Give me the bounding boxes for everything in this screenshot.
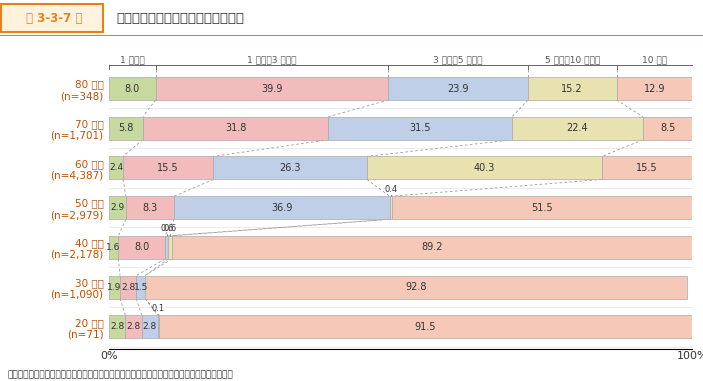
Text: 1 年以内: 1 年以内 [120, 55, 145, 64]
Bar [109, 117, 143, 140]
Bar [109, 236, 118, 259]
Bar [155, 77, 389, 100]
Text: 39.9: 39.9 [262, 83, 283, 93]
Text: 31.5: 31.5 [410, 123, 431, 133]
Bar [214, 157, 367, 179]
Bar [143, 117, 328, 140]
Bar [643, 117, 692, 140]
Text: 91.5: 91.5 [415, 322, 437, 332]
Text: 経営者の年齢別事業承継の予定時期: 経営者の年齢別事業承継の予定時期 [116, 11, 244, 25]
Bar [145, 275, 687, 299]
Bar [109, 157, 123, 179]
Bar [118, 236, 165, 259]
Bar [109, 196, 126, 219]
Bar [109, 315, 125, 338]
Text: 0.1: 0.1 [152, 304, 165, 313]
Text: 0.6: 0.6 [164, 224, 177, 234]
Bar [125, 315, 141, 338]
Text: 8.5: 8.5 [660, 123, 676, 133]
Text: 第 3-3-7 図: 第 3-3-7 図 [26, 11, 83, 25]
Text: 92.8: 92.8 [405, 282, 427, 292]
Bar [328, 117, 512, 140]
Text: 1 年超～3 年以内: 1 年超～3 年以内 [247, 55, 297, 64]
Text: 31.8: 31.8 [225, 123, 246, 133]
Text: 0.6: 0.6 [160, 224, 174, 234]
Bar [120, 275, 136, 299]
Text: 1.5: 1.5 [134, 283, 148, 291]
Text: 8.0: 8.0 [134, 242, 149, 252]
Text: 8.3: 8.3 [143, 203, 157, 213]
Text: 5 年超～10 年以内: 5 年超～10 年以内 [545, 55, 600, 64]
Bar [109, 77, 155, 100]
FancyBboxPatch shape [1, 4, 103, 32]
Text: 23.9: 23.9 [447, 83, 469, 93]
Bar [528, 77, 617, 100]
Text: 36.9: 36.9 [271, 203, 292, 213]
Bar [169, 236, 172, 259]
Bar [392, 196, 692, 219]
Bar [512, 117, 643, 140]
Text: 15.2: 15.2 [562, 83, 583, 93]
Text: 1.6: 1.6 [106, 243, 121, 252]
Bar [141, 315, 158, 338]
Bar [123, 157, 214, 179]
Text: 5.8: 5.8 [118, 123, 134, 133]
Bar [172, 236, 692, 259]
Text: 10 年超: 10 年超 [642, 55, 667, 64]
Bar [136, 275, 145, 299]
Bar [617, 77, 692, 100]
Bar [159, 315, 692, 338]
Text: 51.5: 51.5 [531, 203, 553, 213]
Bar [165, 236, 169, 259]
Text: 3 年超～5 年以内: 3 年超～5 年以内 [434, 55, 483, 64]
Text: 2.8: 2.8 [110, 322, 124, 331]
Bar [367, 157, 602, 179]
Text: 12.9: 12.9 [643, 83, 665, 93]
Text: 2.9: 2.9 [110, 203, 124, 212]
Text: 15.5: 15.5 [636, 163, 658, 173]
Text: 8.0: 8.0 [124, 83, 140, 93]
Text: 89.2: 89.2 [422, 242, 443, 252]
Text: 40.3: 40.3 [474, 163, 495, 173]
Bar [389, 77, 528, 100]
Text: 0.4: 0.4 [385, 185, 397, 194]
Text: 2.8: 2.8 [143, 322, 157, 331]
Bar [174, 196, 389, 219]
Bar [389, 196, 392, 219]
Bar [602, 157, 692, 179]
Text: 資料：全国商工会連合会「小規模事業者の事業活動の実態把握調査」に基づき中小企業庁作成: 資料：全国商工会連合会「小規模事業者の事業活動の実態把握調査」に基づき中小企業庁… [7, 370, 233, 379]
Text: 22.4: 22.4 [567, 123, 588, 133]
Text: 26.3: 26.3 [279, 163, 301, 173]
Text: 15.5: 15.5 [157, 163, 179, 173]
Bar [126, 196, 174, 219]
Text: 2.8: 2.8 [121, 283, 136, 291]
Text: 1.9: 1.9 [108, 283, 122, 291]
Text: 2.4: 2.4 [109, 163, 123, 173]
Text: 2.8: 2.8 [127, 322, 141, 331]
Bar [109, 275, 120, 299]
